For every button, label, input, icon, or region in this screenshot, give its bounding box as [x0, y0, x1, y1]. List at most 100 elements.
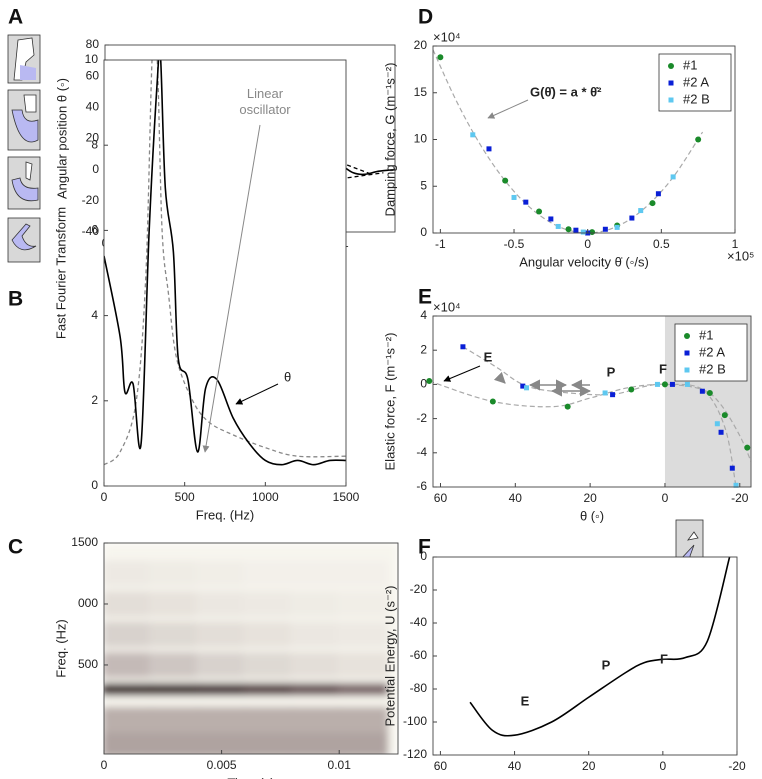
point: [426, 377, 433, 384]
point: [670, 174, 676, 180]
heatmap-cell: [337, 590, 389, 617]
point: [520, 383, 526, 389]
x-axis-label: Time (s): [227, 775, 274, 779]
decorative-arrow: [493, 371, 506, 384]
y-tick-label: 10: [414, 132, 428, 146]
point: [628, 386, 635, 393]
point: [564, 403, 571, 410]
heatmap-cell: [290, 651, 342, 678]
heatmap-cell: [337, 560, 389, 587]
point: [695, 136, 702, 143]
heatmap-cell: [243, 651, 295, 678]
heatmap-cell: [290, 590, 342, 617]
x-tick-label: 0.005: [207, 758, 237, 772]
x-tick-label: 40: [508, 759, 522, 773]
annotation-arrow: [443, 365, 481, 382]
annotation: θ: [284, 369, 291, 384]
point: [744, 444, 751, 451]
heatmap-cell: [290, 706, 342, 733]
heatmap-cell: [243, 560, 295, 587]
y-tick-label: 80: [86, 37, 100, 51]
heatmap-cell: [243, 706, 295, 733]
heatmap-cell: [196, 590, 248, 617]
x-tick-label: 1000: [252, 490, 279, 504]
y-tick-label: 0: [420, 225, 427, 239]
point: [729, 465, 735, 471]
heatmap-cell: [337, 651, 389, 678]
y-tick-label: 0: [91, 478, 98, 492]
y-axis-label: Elastic force, F (m⁻¹s⁻²): [382, 333, 397, 471]
panel-letter: E: [418, 286, 432, 309]
point: [523, 199, 529, 205]
heatmap-cell: [149, 731, 201, 754]
x-tick-label: 0: [660, 759, 667, 773]
heatmap-cell: [243, 621, 295, 648]
y-tick-label: 40: [86, 100, 100, 114]
y-tick-label: 2: [420, 342, 427, 356]
panel-letter: C: [8, 536, 23, 559]
point: [486, 146, 492, 152]
legend-label: #2 B: [699, 361, 726, 376]
legend-swatch: [684, 333, 690, 339]
annotation: P: [602, 657, 611, 672]
panel-letter: F: [418, 536, 431, 559]
heatmap-cell: [337, 706, 389, 733]
guide-line: [104, 60, 346, 466]
heatmap-cell: [196, 683, 248, 696]
y-axis-label: Damping force, G (m⁻¹s⁻²): [382, 63, 397, 217]
x-tick-label: 40: [509, 491, 523, 505]
point: [629, 215, 635, 221]
x-tick-label: -1: [435, 237, 446, 251]
x-axis-label: θ (◦): [580, 508, 604, 523]
point: [669, 381, 675, 387]
heatmap-cell: [149, 651, 201, 678]
annotation-arrow: [235, 383, 279, 405]
y-tick-label: 6: [91, 223, 98, 237]
point: [684, 381, 690, 387]
plot-area: [104, 60, 346, 486]
point: [699, 388, 705, 394]
fit-line: [433, 381, 751, 462]
heatmap-cell: [149, 683, 201, 696]
point: [714, 421, 720, 427]
y-axis-label: Fast Fourier Transform: [53, 207, 68, 339]
y-tick-label: 4: [91, 308, 98, 322]
x-tick-label: 0.01: [328, 758, 352, 772]
heatmap-cell: [149, 590, 201, 617]
x-tick-label: 500: [175, 490, 195, 504]
plot-background: [104, 60, 346, 486]
point: [602, 226, 608, 232]
point: [706, 389, 713, 396]
panel-letter: D: [418, 6, 433, 29]
point: [655, 191, 661, 197]
point: [614, 224, 620, 230]
x-tick-label: -20: [731, 491, 749, 505]
x-axis-label: Angular position θ (◦): [525, 776, 646, 779]
legend-label: #2 A: [699, 344, 725, 359]
x-axis-label: Angular velocity θ̇ (◦/s): [519, 254, 649, 269]
legend-label: #2 B: [683, 91, 710, 106]
y-tick-label: 0: [92, 162, 99, 176]
axes-box: [103, 59, 347, 487]
heatmap-cell: [104, 560, 154, 587]
point: [565, 226, 572, 233]
heatmap-cell: [196, 621, 248, 648]
point: [502, 177, 509, 184]
x-tick-label: -0.5: [504, 237, 525, 251]
heatmap-cell: [104, 731, 154, 754]
legend-swatch: [668, 97, 674, 103]
legend-swatch: [668, 63, 674, 69]
legend-swatch: [668, 80, 674, 86]
y-tick-label: -40: [410, 615, 428, 629]
heatmap: [104, 543, 398, 754]
y-tick-label: 10: [85, 52, 99, 66]
y-tick-label: -6: [416, 479, 427, 493]
point: [733, 482, 739, 488]
point: [489, 398, 496, 405]
annotation: E: [484, 349, 493, 364]
plot-area: [104, 543, 398, 754]
y-axis-label: Angular position θ (◦): [54, 78, 69, 199]
point: [573, 227, 579, 233]
heatmap-cell: [104, 590, 154, 617]
heatmap-cell: [104, 683, 154, 696]
